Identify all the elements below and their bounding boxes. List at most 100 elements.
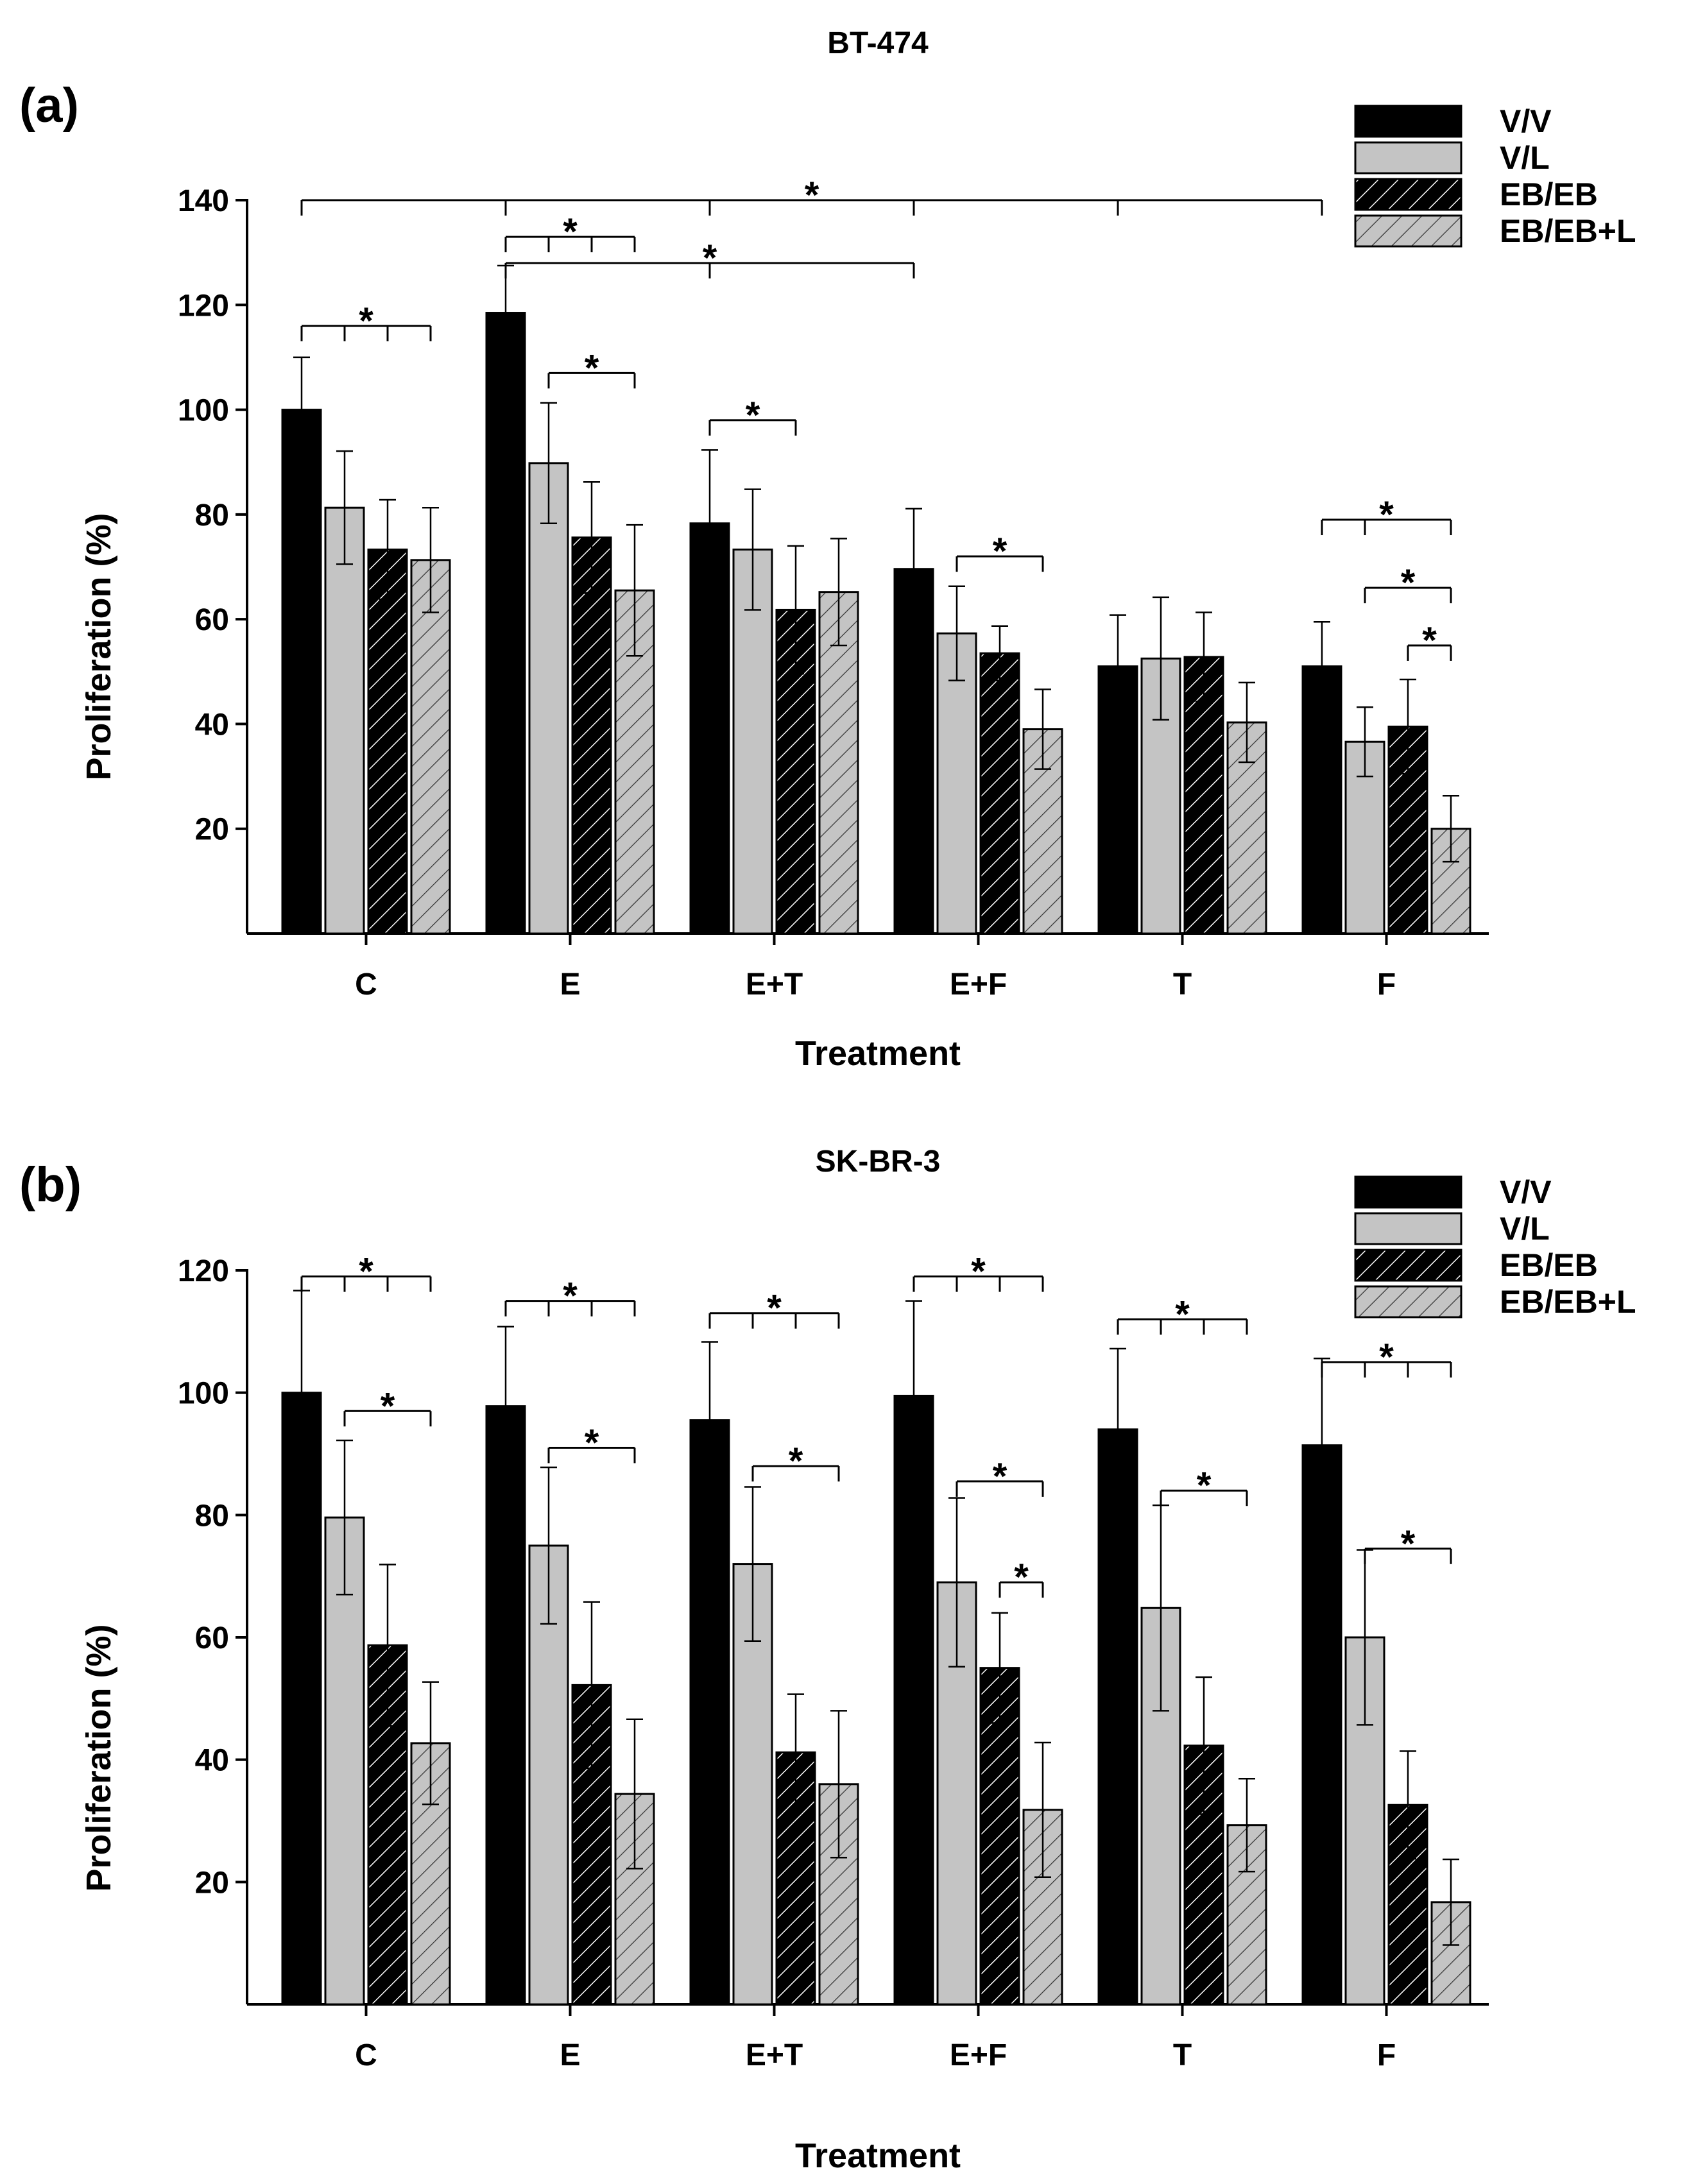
y-tick-label: 100 bbox=[178, 1377, 229, 1411]
y-tick-label: 20 bbox=[195, 813, 229, 847]
significance-star: * bbox=[789, 1440, 803, 1482]
bar bbox=[485, 312, 526, 935]
x-tick-label: T bbox=[1173, 968, 1192, 1002]
significance-star: * bbox=[1401, 562, 1416, 604]
panel-b-title: SK-BR-3 bbox=[816, 1145, 941, 1179]
bar bbox=[528, 462, 569, 935]
legend-swatch bbox=[1354, 1249, 1462, 1282]
significance-star: * bbox=[971, 1251, 986, 1293]
bar bbox=[571, 536, 612, 935]
significance-star: * bbox=[1379, 494, 1394, 536]
legend-swatch bbox=[1354, 1285, 1462, 1318]
panel-a-axes: 20 40 60 80 100 120 140 C E E+T E+F T F bbox=[178, 184, 1489, 1002]
significance-star: * bbox=[746, 395, 760, 436]
significance-star: * bbox=[993, 1456, 1007, 1497]
bar bbox=[979, 1667, 1020, 2006]
significance-star: * bbox=[381, 1385, 395, 1427]
bar bbox=[893, 1394, 934, 2006]
significance-star: * bbox=[767, 1288, 782, 1329]
legend-label: EB/EB bbox=[1500, 1247, 1598, 1283]
x-tick-label: E+T bbox=[746, 968, 803, 1002]
x-tick-label: E+F bbox=[950, 968, 1007, 1002]
legend-label: V/L bbox=[1500, 140, 1550, 176]
bar bbox=[1183, 656, 1224, 935]
significance-star: * bbox=[1422, 620, 1437, 661]
panel-b-xlabel: Treatment bbox=[795, 2137, 961, 2175]
panel-b-label: (b) bbox=[19, 1157, 81, 1212]
significance-star: * bbox=[563, 211, 578, 253]
bar bbox=[281, 409, 322, 935]
panel-b-axes: 20 40 60 80 100 120 C E E+T E+F T F bbox=[178, 1254, 1489, 2072]
y-tick-label: 120 bbox=[178, 1254, 229, 1288]
significance-star: * bbox=[1197, 1465, 1212, 1506]
legend-swatch bbox=[1354, 141, 1462, 175]
legend-label: EB/EB+L bbox=[1500, 1284, 1636, 1320]
bar bbox=[732, 549, 773, 935]
significance-star: * bbox=[993, 531, 1007, 572]
y-tick-label: 60 bbox=[195, 603, 229, 637]
panel-a-xlabel: Treatment bbox=[795, 1034, 961, 1073]
panel-b-ylabel: Proliferation (%) bbox=[80, 1624, 118, 1891]
y-tick-label: 100 bbox=[178, 394, 229, 428]
y-tick-label: 60 bbox=[195, 1621, 229, 1655]
x-tick-label: C bbox=[355, 2038, 377, 2072]
y-tick-label: 40 bbox=[195, 1744, 229, 1778]
legend-label: V/L bbox=[1500, 1211, 1550, 1247]
significance-star: * bbox=[359, 1251, 373, 1293]
bar bbox=[367, 549, 408, 935]
x-tick-label: E bbox=[560, 968, 580, 1002]
x-tick-label: F bbox=[1377, 2038, 1396, 2072]
significance-star: * bbox=[1175, 1293, 1190, 1335]
panel-a-bars bbox=[281, 264, 1471, 935]
y-tick-label: 120 bbox=[178, 289, 229, 323]
bar bbox=[1387, 1804, 1428, 2006]
significance-star: * bbox=[805, 175, 819, 216]
legend-label: EB/EB+L bbox=[1500, 213, 1636, 249]
x-tick-label: E bbox=[560, 2038, 580, 2072]
bar bbox=[979, 652, 1020, 935]
bar bbox=[1226, 1824, 1267, 2006]
bar bbox=[1097, 665, 1138, 935]
x-tick-label: C bbox=[355, 968, 377, 1002]
significance-star: * bbox=[359, 300, 373, 342]
y-tick-label: 20 bbox=[195, 1866, 229, 1900]
y-tick-label: 40 bbox=[195, 708, 229, 742]
bar bbox=[324, 506, 365, 935]
bar bbox=[410, 559, 451, 935]
bar bbox=[485, 1405, 526, 2006]
legend-swatch bbox=[1354, 178, 1462, 211]
significance-star: * bbox=[585, 1422, 599, 1463]
bar bbox=[818, 591, 859, 935]
y-tick-label: 140 bbox=[178, 184, 229, 218]
y-tick-label: 80 bbox=[195, 1499, 229, 1533]
bar bbox=[1097, 1428, 1138, 2006]
significance-star: * bbox=[563, 1275, 578, 1317]
legend-swatch bbox=[1354, 214, 1462, 248]
significance-star: * bbox=[585, 347, 599, 389]
significance-star: * bbox=[703, 237, 717, 279]
panel-a-chart: (a) BT-474 Treatment Proliferation (%) 2… bbox=[19, 26, 1636, 1073]
panel-b-significance: * * * * * * * * * * * * * bbox=[300, 1251, 1452, 1598]
legend-swatch bbox=[1354, 1212, 1462, 1245]
panel-a-label: (a) bbox=[19, 78, 79, 133]
legend-swatch bbox=[1354, 105, 1462, 138]
bar bbox=[324, 1516, 365, 2006]
bar bbox=[1140, 657, 1181, 935]
bar bbox=[936, 632, 977, 935]
bar bbox=[1301, 1444, 1342, 2006]
x-tick-label: E+T bbox=[746, 2038, 803, 2072]
x-tick-label: E+F bbox=[950, 2038, 1007, 2072]
bar bbox=[689, 1419, 730, 2006]
y-tick-label: 80 bbox=[195, 499, 229, 533]
legend-label: EB/EB bbox=[1500, 176, 1598, 212]
legend-label: V/V bbox=[1500, 103, 1552, 139]
panel-a-title: BT-474 bbox=[827, 26, 929, 60]
significance-star: * bbox=[1379, 1336, 1394, 1378]
panel-b-chart: (b) SK-BR-3 Treatment Proliferation (%) … bbox=[19, 1145, 1636, 2175]
significance-star: * bbox=[1401, 1523, 1416, 1565]
x-tick-label: T bbox=[1173, 2038, 1192, 2072]
significance-star: * bbox=[1014, 1557, 1029, 1598]
